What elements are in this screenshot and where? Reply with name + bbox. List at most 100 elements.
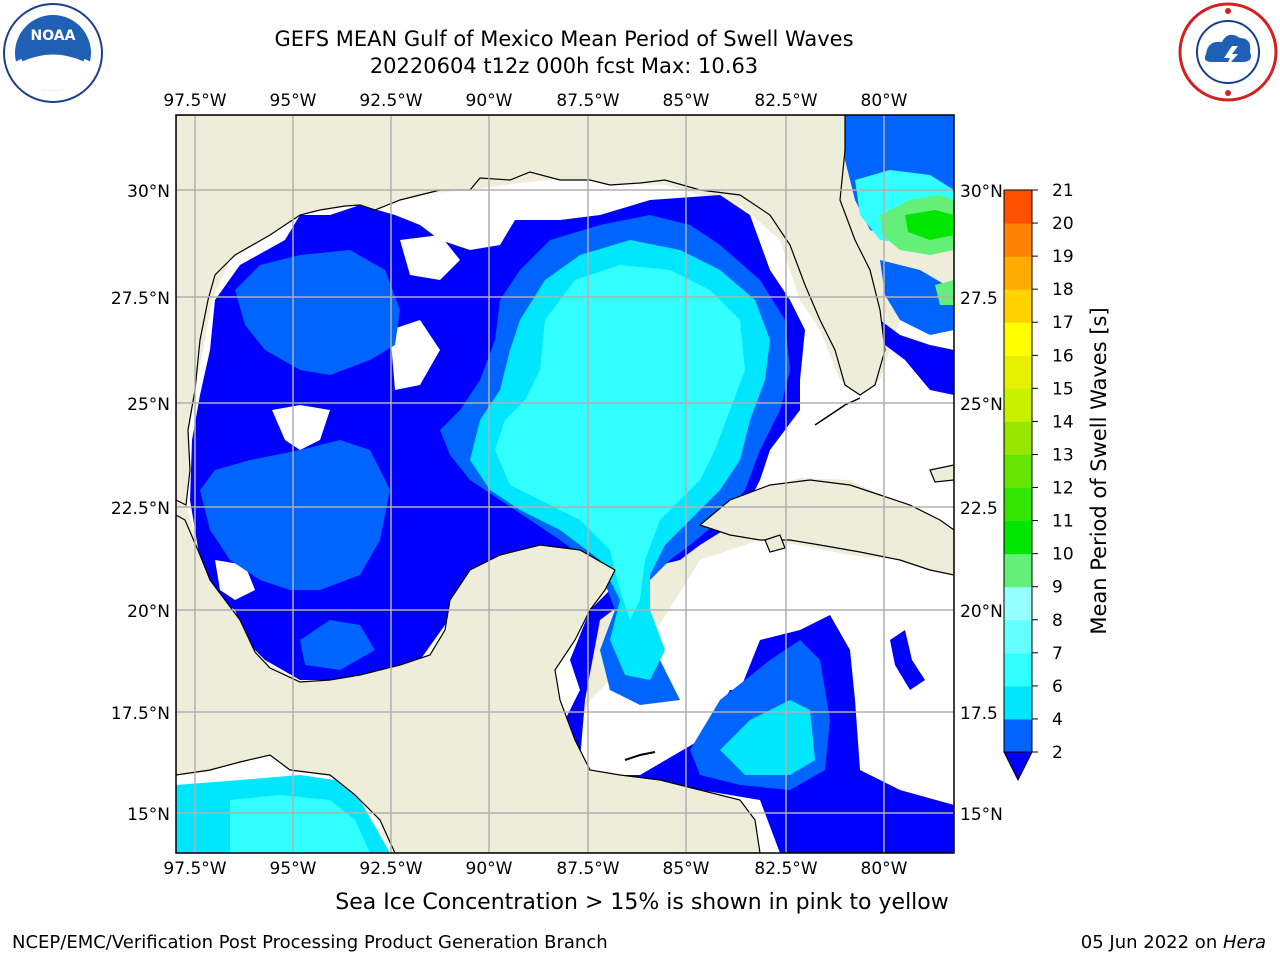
no-data-hole-3 bbox=[272, 405, 330, 450]
colorbar-tick-label: 2 bbox=[1052, 743, 1063, 763]
colorbar-segment bbox=[1004, 718, 1032, 753]
colorbar-segment bbox=[1004, 652, 1032, 687]
lon-label: 82.5°W bbox=[754, 91, 817, 111]
lat-label: 15°N bbox=[960, 805, 1003, 825]
colorbar-segment bbox=[1004, 223, 1032, 257]
colorbar-segment bbox=[1004, 619, 1032, 654]
colorbar-tick-label: 10 bbox=[1052, 545, 1074, 565]
lon-label: 97.5°W bbox=[163, 859, 226, 879]
map-gridlines bbox=[176, 115, 954, 853]
colorbar-tick-label: 21 bbox=[1052, 181, 1074, 201]
colorbar: 2 4 6 7 8 9 10 11 12 13 14 15 16 17 18 19 20 21 bbox=[1003, 181, 1074, 782]
lat-label: 30°N bbox=[127, 182, 170, 202]
colorbar-segment bbox=[1004, 322, 1032, 356]
lon-labels-top: 97.5°W 95°W 92.5°W 90°W 87.5°W 85°W 82.5… bbox=[163, 91, 907, 111]
sea-ice-note-text: Sea Ice Concentration > 15% is shown in … bbox=[335, 890, 949, 915]
no-data-hole-5 bbox=[600, 705, 640, 745]
colorbar-tick-label: 6 bbox=[1052, 677, 1063, 697]
lat-label: 22.5°N bbox=[111, 499, 170, 519]
yucatan-coast bbox=[176, 514, 761, 853]
no-data-hole-2 bbox=[390, 320, 440, 390]
lat-labels-left: 30°N 27.5°N 25°N 22.5°N 20°N 17.5°N 15°N bbox=[111, 182, 170, 825]
lon-label: 87.5°W bbox=[556, 91, 619, 111]
credit-date: 05 Jun 2022 on bbox=[1080, 932, 1223, 953]
colorbar-frame bbox=[1003, 189, 1033, 753]
colorbar-segment bbox=[1004, 520, 1032, 555]
colorbar-segment bbox=[1004, 289, 1032, 323]
noaa-logo: NOAA bbox=[3, 3, 103, 103]
cuba bbox=[698, 479, 954, 576]
colorbar-tick-label: 18 bbox=[1052, 280, 1074, 300]
lat-label: 30°N bbox=[960, 182, 1003, 202]
map-subtitle: 20220604 t12z 000h fcst Max: 10.63 bbox=[369, 54, 759, 78]
swell-band-2-4-sw bbox=[200, 440, 390, 590]
colorbar-tick-label: 13 bbox=[1052, 445, 1074, 465]
lon-label: 92.5°W bbox=[359, 859, 422, 879]
colorbar-segment bbox=[1004, 685, 1032, 720]
swell-band-4-6-carib bbox=[720, 700, 815, 775]
colorbar-segment bbox=[1004, 256, 1032, 290]
colorbar-tick-label: 17 bbox=[1052, 313, 1074, 333]
lon-label: 80°W bbox=[861, 91, 908, 111]
lat-labels-right: 30°N 27.5 25°N 22.5 20°N 17.5 15°N bbox=[960, 182, 1003, 825]
swell-band-6-7 bbox=[495, 265, 745, 620]
lat-label: 20°N bbox=[960, 602, 1003, 622]
florida-keys bbox=[814, 397, 861, 426]
credit-right: 05 Jun 2022 on Hera bbox=[1081, 932, 1266, 953]
lat-label: 20°N bbox=[127, 602, 170, 622]
colorbar-tick-label: 16 bbox=[1052, 346, 1074, 366]
swell-band-2-4-west bbox=[235, 250, 400, 375]
colorbar-segment bbox=[1004, 454, 1032, 489]
no-data-hole-6 bbox=[690, 610, 760, 690]
lat-label: 17.5°N bbox=[111, 704, 170, 724]
swell-band-2-4-pac bbox=[300, 620, 375, 670]
lon-label: 87.5°W bbox=[556, 859, 619, 879]
noaa-logo-text: NOAA bbox=[31, 28, 76, 44]
swell-band-lt2-east bbox=[880, 320, 954, 395]
no-data-hole-1 bbox=[400, 235, 460, 280]
map-frame bbox=[175, 114, 955, 854]
colorbar-segment bbox=[1004, 487, 1032, 522]
bahamas bbox=[929, 464, 954, 483]
lon-label: 90°W bbox=[466, 859, 513, 879]
colorbar-label: Mean Period of Swell Waves [s] bbox=[1087, 307, 1111, 634]
colorbar-tick-label: 8 bbox=[1052, 611, 1063, 631]
colorbar-tick-label: 11 bbox=[1052, 512, 1074, 532]
colorbar-segment bbox=[1004, 355, 1032, 389]
lon-label: 80°W bbox=[861, 859, 908, 879]
lon-label: 95°W bbox=[270, 91, 317, 111]
colorbar-tick-label: 9 bbox=[1052, 578, 1063, 598]
swell-band-9-10-b bbox=[935, 280, 954, 305]
lat-label: 15°N bbox=[127, 805, 170, 825]
lat-label: 25°N bbox=[960, 395, 1003, 415]
sea-ice-note: Sea Ice Concentration > 15% is shown in … bbox=[0, 890, 1280, 915]
lon-label: 97.5°W bbox=[163, 91, 226, 111]
map-title: GEFS MEAN Gulf of Mexico Mean Period of … bbox=[274, 27, 854, 51]
colorbar-tick-label: 12 bbox=[1052, 479, 1074, 499]
colorbar-tick-label: 15 bbox=[1052, 379, 1074, 399]
honduras-islands bbox=[624, 751, 656, 761]
colorbar-segment bbox=[1004, 388, 1032, 422]
colorbar-segment bbox=[1004, 190, 1032, 224]
colorbar-tick-label: 7 bbox=[1052, 644, 1063, 664]
lon-labels-bottom: 97.5°W 95°W 92.5°W 90°W 87.5°W 85°W 82.5… bbox=[163, 859, 907, 879]
colorbar-segment bbox=[1004, 586, 1032, 621]
isle-of-youth bbox=[764, 534, 786, 553]
colorbar-tick-label: 19 bbox=[1052, 247, 1074, 267]
credit-host: Hera bbox=[1222, 932, 1266, 953]
colorbar-tick-label: 4 bbox=[1052, 710, 1063, 730]
colorbar-segment bbox=[1004, 421, 1032, 455]
swell-band-10-11 bbox=[905, 210, 954, 240]
lon-label: 85°W bbox=[663, 91, 710, 111]
lon-label: 90°W bbox=[466, 91, 513, 111]
mexico-coast bbox=[176, 115, 886, 506]
credit-left: NCEP/EMC/Verification Post Processing Pr… bbox=[12, 932, 608, 953]
colorbar-tick-label: 14 bbox=[1052, 412, 1074, 432]
lon-label: 82.5°W bbox=[754, 859, 817, 879]
lat-label: 27.5°N bbox=[111, 289, 170, 309]
nws-logo bbox=[1178, 2, 1278, 102]
lon-label: 95°W bbox=[270, 859, 317, 879]
lat-label: 17.5 bbox=[960, 704, 998, 724]
colorbar-segment bbox=[1004, 553, 1032, 588]
